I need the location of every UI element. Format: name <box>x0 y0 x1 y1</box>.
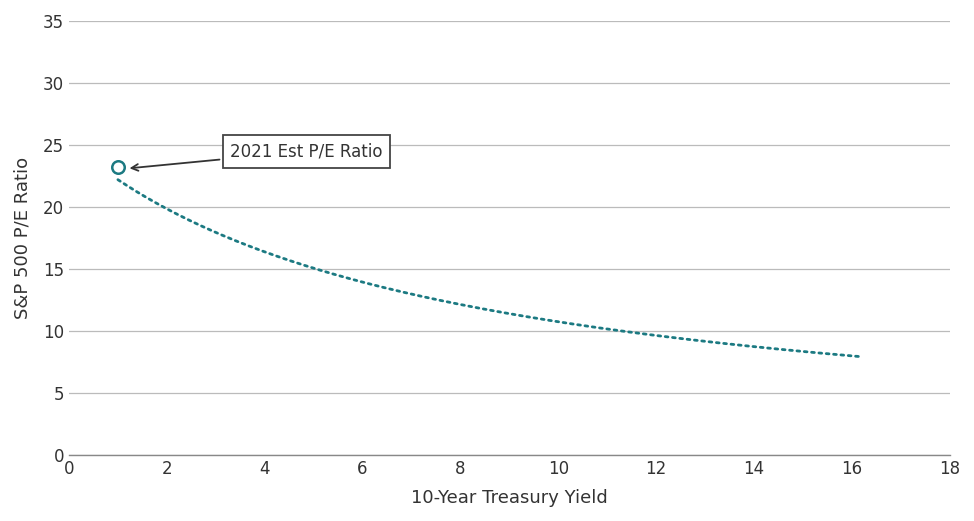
Text: 2021 Est P/E Ratio: 2021 Est P/E Ratio <box>131 142 383 171</box>
X-axis label: 10-Year Treasury Yield: 10-Year Treasury Yield <box>411 489 608 507</box>
Y-axis label: S&P 500 P/E Ratio: S&P 500 P/E Ratio <box>14 157 32 319</box>
